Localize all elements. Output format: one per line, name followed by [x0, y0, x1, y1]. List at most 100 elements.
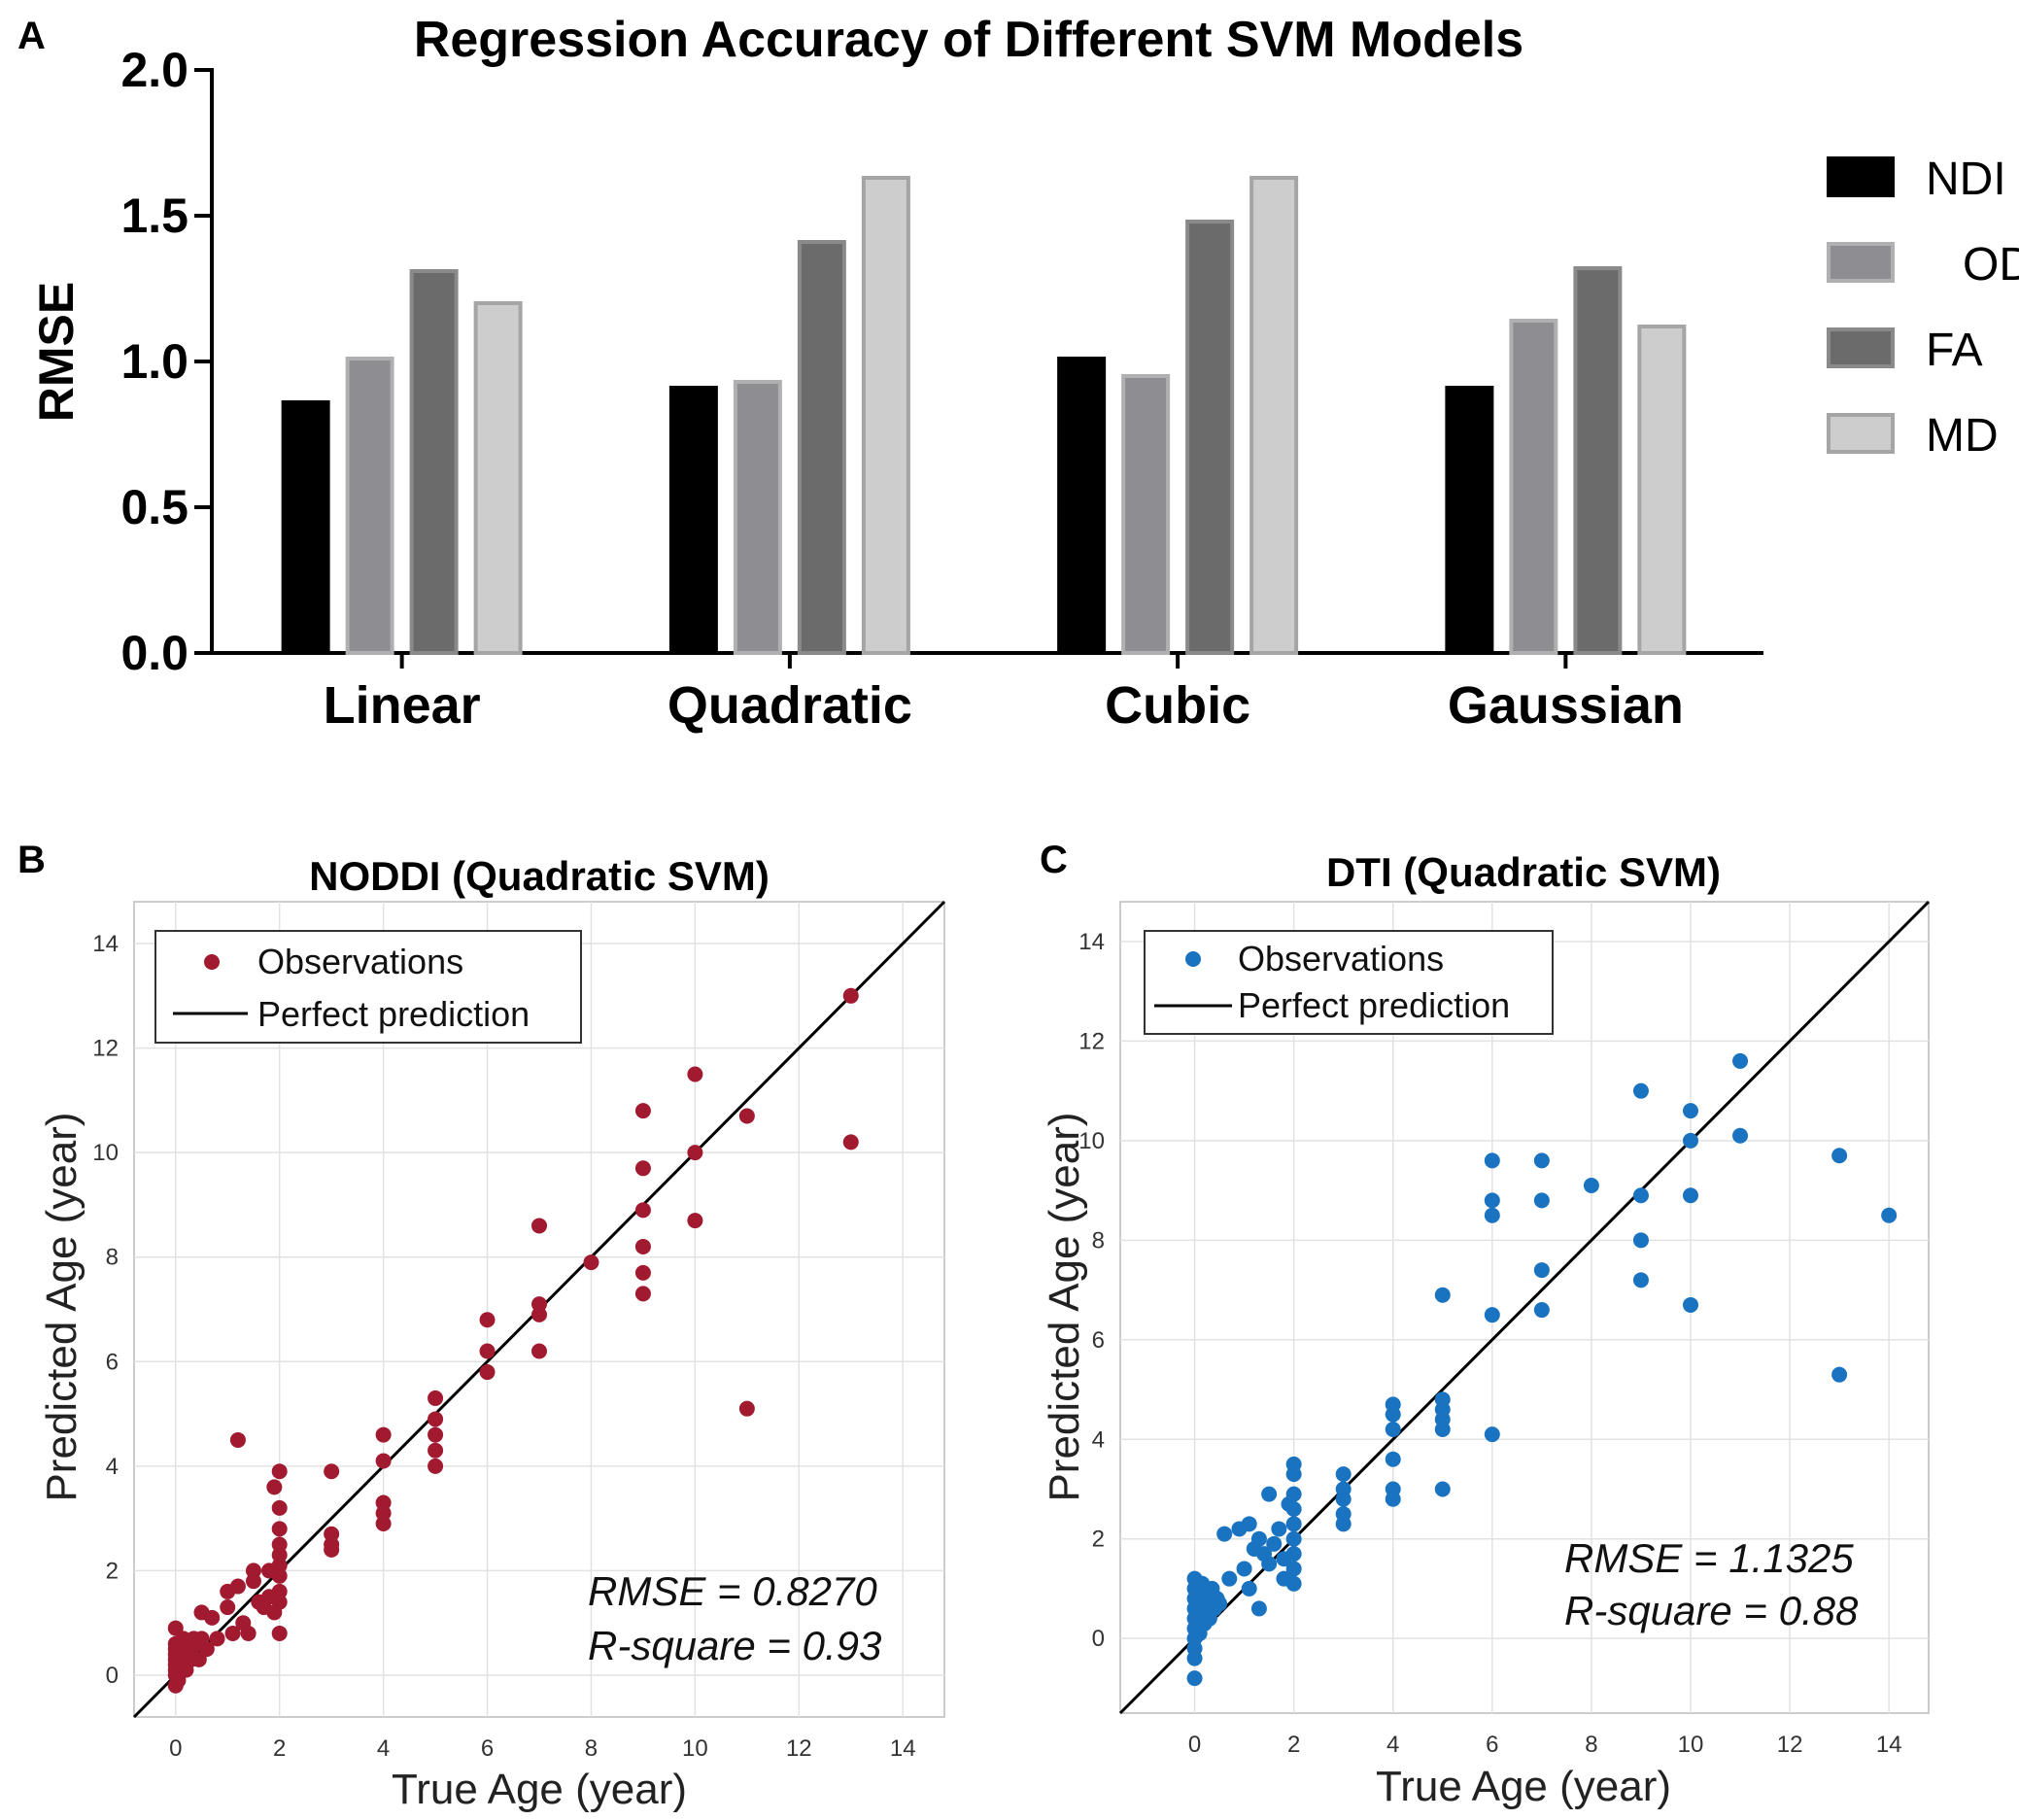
scatter-c-point [1221, 1570, 1238, 1587]
scatter-b-point [271, 1521, 288, 1537]
scatter-b-point [209, 1631, 225, 1647]
scatter-b-point [220, 1599, 236, 1616]
bar-x-tick-label: Gaussian [1448, 676, 1684, 735]
scatter-b-point [738, 1400, 755, 1417]
bar-y-tick-label: 1.0 [120, 334, 188, 389]
scatter-c-legend-marker [1185, 951, 1201, 967]
scatter-c-y-tick-label: 14 [1078, 929, 1105, 955]
bar-md-gaussian [1637, 325, 1687, 655]
scatter-c-point [1533, 1152, 1550, 1169]
scatter-c-perfect-line [1118, 900, 1931, 1715]
scatter-b-point [479, 1364, 496, 1381]
scatter-c-point [1484, 1207, 1500, 1223]
scatter-c-point [1434, 1422, 1451, 1438]
scatter-c-point [1632, 1232, 1649, 1249]
scatter-b-y-tick-label: 8 [106, 1245, 119, 1271]
scatter-c-y-tick-label: 2 [1092, 1527, 1105, 1553]
bar-x-tick-label: Linear [324, 676, 481, 735]
scatter-b-legend-observations: Observations [257, 942, 463, 981]
scatter-c-y-tick-label: 8 [1092, 1227, 1105, 1253]
scatter-b-point [687, 1066, 703, 1082]
scatter-c-point [1434, 1481, 1451, 1497]
scatter-c-point [1261, 1486, 1278, 1502]
scatter-c-point [1484, 1307, 1500, 1323]
scatter-b-point [428, 1458, 444, 1474]
scatter-c-point [1285, 1466, 1302, 1483]
bar-y-tick-label: 0.5 [120, 480, 188, 534]
scatter-b-x-tick-label: 10 [682, 1735, 708, 1762]
bar-ndi-quadratic [668, 386, 718, 655]
scatter-c-y-tick-label: 6 [1092, 1327, 1105, 1354]
scatter-c-point [1186, 1670, 1203, 1687]
scatter-b-point [531, 1306, 547, 1322]
scatter-b-y-axis-label: Predicted Age (year) [38, 1112, 86, 1501]
scatter-b-x-tick-label: 4 [377, 1735, 390, 1762]
scatter-c-point [1533, 1262, 1550, 1279]
scatter-c-point [1335, 1516, 1352, 1532]
scatter-c-rmse: RMSE = 1.1325 [1564, 1535, 1854, 1581]
scatter-b-y-tick-label: 14 [92, 931, 119, 957]
scatter-c-point [1216, 1526, 1233, 1542]
scatter-c-point [1236, 1561, 1252, 1577]
scatter-c-x-tick-label: 14 [1876, 1732, 1902, 1758]
legend-label-fa: FA [1926, 325, 1983, 376]
scatter-c-point [1250, 1600, 1267, 1617]
scatter-b-y-tick-label: 6 [106, 1349, 119, 1375]
scatter-c-legend-box [1144, 930, 1554, 1035]
bar-axes: 0.0 0.5 1.0 1.5 2.0 Linear Quadratic Cubic Gauss… [120, 43, 1763, 735]
bar-md-quadratic [861, 176, 910, 655]
scatter-c-point [1285, 1561, 1302, 1577]
scatter-b-y-tick-label: 2 [106, 1558, 119, 1584]
scatter-c-point [1335, 1466, 1352, 1483]
scatter-b-point [271, 1594, 288, 1610]
scatter-b-x-tick-label: 14 [890, 1735, 916, 1762]
panel-c-scatter: C DTI (Quadratic SVM) Predicted Age (yea… [1040, 839, 1931, 1810]
scatter-b-point [324, 1463, 340, 1480]
scatter-c-rsquare: R-square = 0.88 [1564, 1588, 1859, 1633]
bar-fa-linear [409, 269, 459, 655]
scatter-b-point [634, 1202, 651, 1219]
scatter-b-legend: Observations Perfect prediction [154, 930, 582, 1044]
scatter-b-x-tick-label: 6 [481, 1735, 494, 1762]
scatter-b-point [229, 1431, 246, 1448]
scatter-b-point [245, 1573, 261, 1590]
scatter-b-legend-box [154, 930, 582, 1044]
panel-label-c: C [1040, 839, 1068, 881]
bar-fa-gaussian [1573, 266, 1623, 655]
scatter-b-rsquare: R-square = 0.93 [588, 1623, 881, 1668]
scatter-b-point [634, 1103, 651, 1119]
scatter-c-x-tick-label: 4 [1386, 1732, 1399, 1758]
scatter-c-x-tick-label: 0 [1188, 1732, 1201, 1758]
scatter-b-point [271, 1625, 288, 1641]
scatter-b-point [479, 1312, 496, 1328]
bar-y-tick-label: 2.0 [120, 43, 188, 97]
scatter-b-legend-marker [204, 954, 220, 970]
scatter-c-point [1732, 1052, 1749, 1069]
scatter-c-y-tick-label: 4 [1092, 1426, 1105, 1453]
scatter-c-plot-area: 0 0 2 2 4 4 6 6 8 8 10 10 12 12 14 14 [1078, 900, 1931, 1758]
legend-label-ndi: NDI [1926, 154, 2006, 205]
scatter-b-point [479, 1343, 496, 1359]
scatter-c-point [1385, 1451, 1401, 1467]
scatter-b-point [375, 1426, 392, 1443]
scatter-c-point [1632, 1272, 1649, 1288]
scatter-c-point [1385, 1422, 1401, 1438]
bar-chart-title: Regression Accuracy of Different SVM Mod… [414, 12, 1523, 68]
bar-md-linear [473, 301, 523, 655]
scatter-c-legend-observations: Observations [1238, 939, 1444, 979]
scatter-c-point [1682, 1132, 1698, 1149]
scatter-c-point [1385, 1491, 1401, 1507]
bar-x-tick-label: Quadratic [667, 676, 912, 735]
scatter-c-point [1285, 1500, 1302, 1517]
scatter-b-point [271, 1567, 288, 1584]
bar-ndi-linear [281, 400, 330, 655]
scatter-b-point [428, 1426, 444, 1443]
scatter-b-point [271, 1499, 288, 1516]
bar-series-group [281, 176, 1687, 655]
bar-odi-cubic [1121, 374, 1171, 655]
scatter-b-title: NODDI (Quadratic SVM) [309, 853, 770, 899]
bar-ndi-cubic [1057, 357, 1107, 655]
scatter-b-point [204, 1609, 221, 1626]
scatter-c-point [1484, 1152, 1500, 1169]
